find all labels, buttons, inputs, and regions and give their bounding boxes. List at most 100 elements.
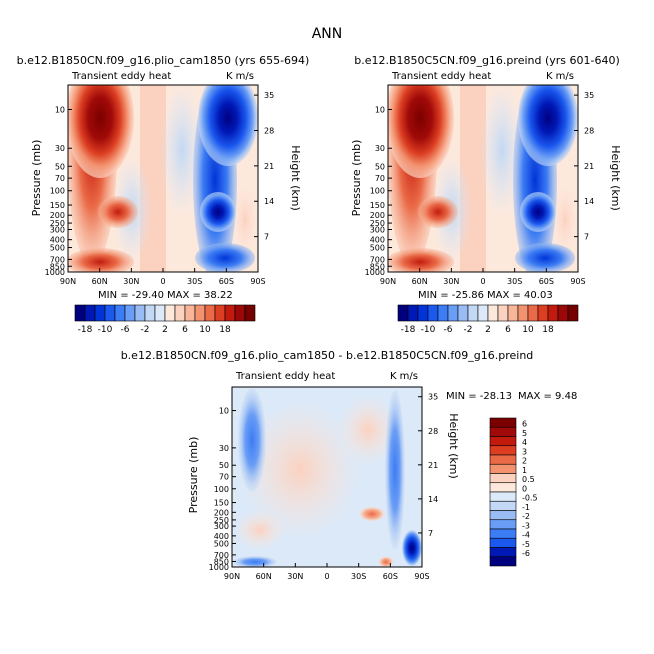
- panel-title: b.e12.B1850C5CN.f09_g16.preind (yrs 601-…: [354, 54, 620, 67]
- y-tick-label: 10: [219, 407, 229, 416]
- height-tick-label: 35: [584, 91, 594, 100]
- y-tick-label: 250: [370, 219, 385, 228]
- field-label: Transient eddy heat: [391, 71, 491, 82]
- x-tick-label: 60N: [92, 277, 108, 286]
- min-label: MIN = -28.13: [446, 391, 512, 402]
- height-tick-label: 7: [428, 529, 433, 538]
- colorbar-label: -6: [522, 549, 530, 558]
- height-tick-label: 14: [584, 197, 594, 206]
- y-axis-label: Pressure (mb): [350, 140, 363, 217]
- x-tick-label: 60N: [412, 277, 428, 286]
- height-tick-label: 7: [584, 233, 589, 242]
- y-tick-label: 500: [214, 539, 229, 548]
- x-tick-label: 90S: [570, 277, 585, 286]
- colorbar-swatch: [437, 304, 449, 322]
- colorbar-label: -10: [421, 325, 436, 335]
- panel-top-right: b.e12.B1850C5CN.f09_g16.preind (yrs 601-…: [350, 54, 622, 301]
- colorbar-swatch: [407, 304, 419, 322]
- colorbar-swatch: [489, 436, 517, 447]
- colorbar-swatch: [164, 304, 176, 322]
- colorbar-label: 3: [522, 447, 527, 456]
- colorbar-swatch: [417, 304, 429, 322]
- colorbar-label: -0.5: [522, 494, 538, 503]
- colorbar-label: -1: [522, 503, 530, 512]
- x-tick-label: 90N: [60, 277, 76, 286]
- heatmap-field: [232, 387, 422, 567]
- colorbar-swatch: [489, 528, 517, 539]
- y-tick-label: 700: [214, 551, 229, 560]
- colorbar-swatch: [489, 417, 517, 428]
- y-tick-label: 1000: [209, 563, 229, 572]
- x-tick-label: 30S: [187, 277, 202, 286]
- colorbar-swatch: [214, 304, 226, 322]
- colorbar-swatch: [489, 547, 517, 558]
- colorbar-swatch: [489, 556, 517, 567]
- colorbar-label: 10: [199, 325, 211, 335]
- y-tick-label: 500: [50, 244, 65, 253]
- x-tick-label: 30S: [351, 572, 366, 581]
- colorbar-label: 18: [219, 325, 231, 335]
- panel-title: b.e12.B1850CN.f09_g16.plio_cam1850 (yrs …: [17, 54, 310, 67]
- colorbar-swatch: [527, 304, 539, 322]
- y-tick-label: 1000: [45, 268, 65, 277]
- y-tick-label: 150: [50, 201, 65, 210]
- colorbar-label: -18: [78, 325, 93, 335]
- colorbar-label: -3: [522, 521, 530, 530]
- panel-bottom-difference: b.e12.B1850CN.f09_g16.plio_cam1850 - b.e…: [121, 349, 577, 568]
- colorbar-swatch: [489, 491, 517, 502]
- colorbar-swatch: [184, 304, 196, 322]
- y-tick-label: 200: [370, 211, 385, 220]
- y-tick-label: 850: [214, 557, 229, 566]
- colorbar-label: -2: [464, 325, 473, 335]
- y-tick-label: 300: [50, 226, 65, 235]
- y-axis-label: Pressure (mb): [30, 140, 43, 217]
- colorbar-label: -18: [401, 325, 416, 335]
- y-tick-label: 300: [370, 226, 385, 235]
- colorbar-swatch: [427, 304, 439, 322]
- y-axis-label-right: Height (km): [609, 145, 622, 211]
- y-tick-label: 30: [375, 144, 385, 153]
- min-label: MIN = -25.86: [418, 290, 484, 301]
- colorbar-swatch: [487, 304, 499, 322]
- colorbar-swatch: [234, 304, 246, 322]
- max-label: MAX = 40.03: [487, 290, 553, 301]
- y-tick-label: 400: [50, 236, 65, 245]
- colorbar-layer: -18 -10 -6 -2 2 6 10 18 -18 -10 -6 -2 2 6 10 186543210.…: [74, 304, 579, 567]
- colorbar-swatch: [489, 519, 517, 530]
- colorbar-swatch: [104, 304, 116, 322]
- x-tick-label: 60S: [539, 277, 554, 286]
- units-label: K m/s: [546, 71, 574, 82]
- x-tick-label: 60S: [219, 277, 234, 286]
- x-tick-label: 0: [324, 572, 329, 581]
- y-tick-label: 400: [214, 532, 229, 541]
- colorbar-label: 6: [182, 325, 188, 335]
- colorbar-swatch: [489, 500, 517, 511]
- colorbar-swatch: [547, 304, 559, 322]
- figure-title: ANN: [312, 26, 343, 42]
- colorbar-label: 2: [485, 325, 491, 335]
- height-tick-label: 28: [428, 427, 438, 436]
- height-tick-label: 14: [428, 495, 438, 504]
- panel-title: b.e12.B1850CN.f09_g16.plio_cam1850 - b.e…: [121, 349, 534, 362]
- colorbar-swatch: [244, 304, 256, 322]
- heatmap-field: [68, 85, 258, 272]
- colorbar-swatch: [457, 304, 469, 322]
- y-tick-label: 300: [214, 522, 229, 531]
- colorbar-label: 2: [162, 325, 168, 335]
- colorbar-swatch: [489, 510, 517, 521]
- colorbar-swatch: [497, 304, 509, 322]
- height-tick-label: 28: [584, 126, 594, 135]
- heatmap-field: [388, 85, 578, 272]
- y-axis-label-right: Height (km): [447, 413, 460, 479]
- x-tick-label: 60S: [383, 572, 398, 581]
- colorbar-swatch: [194, 304, 206, 322]
- colorbar-swatch: [489, 426, 517, 437]
- colorbar-swatch: [94, 304, 106, 322]
- colorbar-swatch: [489, 445, 517, 456]
- colorbar-swatch: [517, 304, 529, 322]
- colorbar-label: 10: [522, 325, 534, 335]
- min-label: MIN = -29.40: [98, 290, 164, 301]
- x-tick-label: 0: [480, 277, 485, 286]
- colorbar-label: -2: [141, 325, 150, 335]
- y-tick-label: 50: [375, 162, 385, 171]
